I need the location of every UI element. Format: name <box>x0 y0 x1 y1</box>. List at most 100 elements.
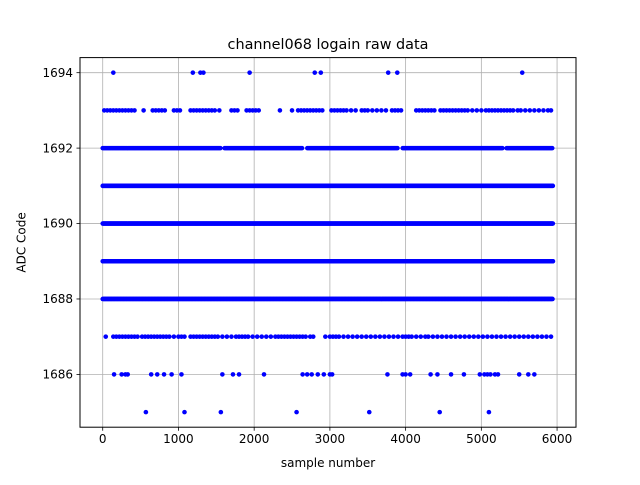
data-point <box>218 145 223 151</box>
y-tick-label: 1688 <box>42 292 73 306</box>
data-point <box>143 409 149 415</box>
data-point <box>485 334 490 339</box>
data-point <box>382 334 387 339</box>
data-point <box>383 108 389 113</box>
data-point <box>532 108 537 113</box>
data-point <box>503 334 508 339</box>
data-point <box>439 334 445 339</box>
data-point <box>550 183 556 189</box>
data-point <box>525 372 531 377</box>
data-point <box>432 108 437 113</box>
data-point <box>310 334 316 339</box>
x-axis-ticks: 0 1000 2000 3000 4000 5000 6000 <box>99 427 572 446</box>
data-point <box>229 334 234 339</box>
data-point <box>103 334 109 339</box>
data-point <box>201 70 206 75</box>
x-tick-label: 0 <box>99 432 107 446</box>
y-axis-label: ADC Code <box>15 212 29 272</box>
data-point <box>261 372 267 377</box>
data-point <box>111 372 117 377</box>
data-point <box>391 334 396 339</box>
data-point <box>548 108 554 113</box>
data-point <box>480 334 486 339</box>
x-tick-label: 4000 <box>390 432 421 446</box>
data-point <box>217 108 222 113</box>
data-point <box>344 108 349 113</box>
data-point <box>111 70 116 75</box>
data-point <box>488 372 493 377</box>
data-point <box>161 372 167 377</box>
data-point <box>369 108 375 113</box>
data-point <box>453 334 458 339</box>
data-point <box>516 334 522 339</box>
data-point <box>476 334 481 339</box>
plot-frame <box>79 57 577 428</box>
data-point <box>190 70 196 75</box>
data-point <box>430 334 436 339</box>
data-point <box>469 108 475 113</box>
data-point <box>312 70 318 75</box>
data-point <box>315 372 321 377</box>
data-point <box>224 334 230 339</box>
data-point <box>359 334 364 339</box>
data-point <box>413 334 419 339</box>
data-point <box>320 108 325 113</box>
data-point <box>435 372 440 377</box>
data-point <box>498 334 504 339</box>
data-point <box>398 108 404 113</box>
data-point <box>218 409 224 415</box>
data-point <box>300 372 305 377</box>
data-point <box>550 296 555 302</box>
data-point <box>407 372 413 377</box>
data-point <box>365 108 371 113</box>
y-tick-label: 1686 <box>42 368 73 382</box>
data-point <box>512 334 517 339</box>
data-point <box>182 334 187 339</box>
data-point <box>348 108 354 113</box>
data-point <box>466 334 472 339</box>
data-point <box>321 372 327 377</box>
data-point <box>527 108 533 113</box>
data-point <box>148 372 154 377</box>
data-point <box>444 334 449 339</box>
data-point <box>549 145 555 151</box>
data-point <box>141 108 146 113</box>
data-point <box>535 334 540 339</box>
data-point <box>518 108 524 113</box>
data-point <box>177 108 183 113</box>
data-point <box>379 108 384 113</box>
data-point <box>521 334 527 339</box>
data-point <box>479 108 484 113</box>
data-point <box>329 372 335 377</box>
data-point <box>368 334 374 339</box>
data-point <box>457 334 463 339</box>
data-point <box>277 108 283 113</box>
data-point <box>182 409 187 415</box>
data-point <box>171 334 177 339</box>
data-point <box>525 334 531 339</box>
data-point <box>304 372 310 377</box>
data-point <box>530 334 536 339</box>
data-point <box>212 108 218 113</box>
chart-title: channel068 logain raw data <box>228 37 429 53</box>
data-point <box>394 70 400 75</box>
x-tick-label: 3000 <box>315 432 346 446</box>
y-axis-ticks: 1686 1688 1690 1692 1694 <box>42 66 80 382</box>
x-tick-label: 5000 <box>466 432 497 446</box>
data-point <box>448 334 454 339</box>
data-point <box>395 145 400 151</box>
data-point <box>215 334 221 339</box>
data-point <box>462 334 467 339</box>
data-point <box>373 334 378 339</box>
data-point <box>403 372 408 377</box>
data-point <box>353 108 358 113</box>
data-point <box>303 334 308 339</box>
data-point <box>309 372 315 377</box>
data-point <box>494 334 499 339</box>
data-point <box>220 372 225 377</box>
data-point <box>119 372 124 377</box>
y-tick-label: 1690 <box>42 217 73 231</box>
data-point <box>541 108 546 113</box>
data-point <box>426 334 431 339</box>
